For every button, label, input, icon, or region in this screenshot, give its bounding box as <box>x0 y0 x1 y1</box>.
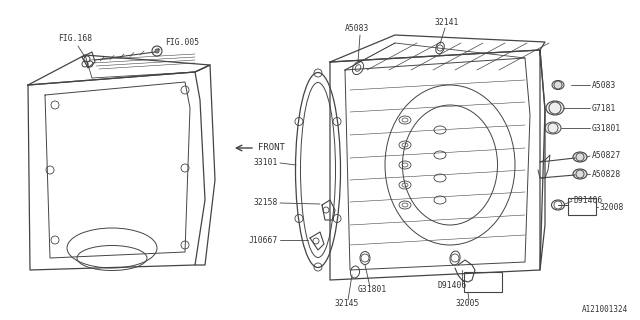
Text: 32141: 32141 <box>435 18 460 27</box>
Text: FRONT: FRONT <box>258 142 285 151</box>
Bar <box>464 272 502 292</box>
Text: 32145: 32145 <box>335 299 360 308</box>
Text: G31801: G31801 <box>358 285 387 294</box>
Text: A5083: A5083 <box>592 81 616 90</box>
Circle shape <box>155 49 159 53</box>
Ellipse shape <box>573 169 587 179</box>
Text: G7181: G7181 <box>592 103 616 113</box>
Text: J10667: J10667 <box>249 236 278 244</box>
Ellipse shape <box>573 152 587 162</box>
Text: FIG.168: FIG.168 <box>58 34 92 43</box>
Text: A121001324: A121001324 <box>582 306 628 315</box>
Text: 32008: 32008 <box>600 203 625 212</box>
Ellipse shape <box>545 122 561 134</box>
Text: D91406: D91406 <box>574 196 604 204</box>
Bar <box>568 198 596 215</box>
Text: 33101: 33101 <box>253 157 278 166</box>
Text: FIG.005: FIG.005 <box>165 37 199 46</box>
Ellipse shape <box>546 101 564 115</box>
Ellipse shape <box>552 81 564 90</box>
Text: 32005: 32005 <box>456 299 480 308</box>
Text: A5083: A5083 <box>345 23 369 33</box>
Text: 32158: 32158 <box>253 197 278 206</box>
Text: D91406: D91406 <box>437 281 467 290</box>
Text: G31801: G31801 <box>592 124 621 132</box>
Text: A50828: A50828 <box>592 170 621 179</box>
Text: A50827: A50827 <box>592 150 621 159</box>
